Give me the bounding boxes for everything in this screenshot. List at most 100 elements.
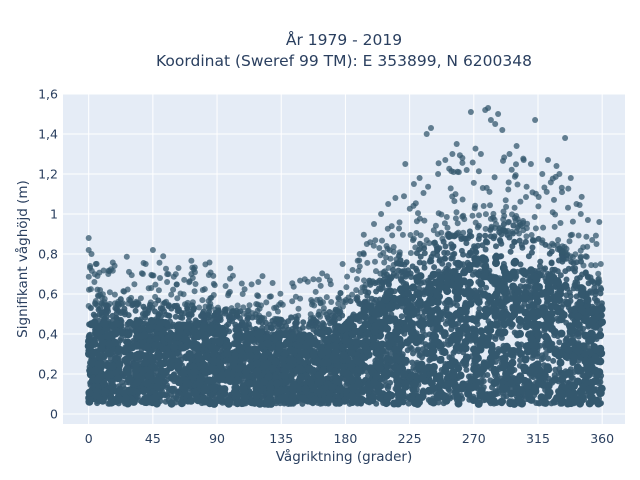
data-point — [396, 219, 403, 226]
data-point — [507, 347, 515, 356]
data-point — [352, 356, 361, 365]
data-point — [454, 399, 463, 408]
data-point — [192, 341, 201, 349]
data-point — [174, 378, 183, 386]
data-point — [91, 366, 99, 375]
data-point — [371, 322, 380, 331]
data-point — [433, 298, 442, 307]
data-point — [385, 316, 394, 325]
data-point — [275, 345, 284, 353]
data-point — [491, 274, 500, 283]
data-point — [522, 238, 529, 245]
data-point — [427, 313, 436, 322]
data-point — [182, 378, 191, 387]
data-point — [453, 392, 462, 401]
data-point — [352, 338, 361, 347]
data-point — [506, 399, 515, 408]
data-point — [374, 387, 383, 396]
data-point — [241, 323, 248, 329]
data-point — [120, 347, 129, 356]
data-point — [395, 267, 402, 274]
data-point — [372, 237, 379, 244]
data-point — [523, 381, 532, 390]
data-point — [441, 367, 450, 375]
data-point — [541, 184, 548, 191]
data-point — [598, 318, 606, 327]
data-point — [501, 284, 510, 293]
data-point — [557, 272, 564, 279]
data-point — [556, 358, 565, 367]
data-point — [529, 347, 538, 356]
data-point — [273, 379, 282, 388]
data-point — [125, 386, 134, 395]
data-point — [460, 229, 467, 236]
data-point — [200, 397, 209, 406]
data-point — [401, 261, 408, 268]
data-point — [408, 293, 417, 302]
data-point — [429, 368, 438, 377]
data-point — [520, 227, 527, 234]
data-point — [224, 399, 233, 408]
data-point — [442, 255, 449, 262]
data-point — [517, 349, 525, 358]
data-point — [436, 309, 445, 318]
data-point — [521, 269, 529, 278]
data-point — [448, 320, 456, 328]
data-point — [501, 268, 509, 276]
data-point — [453, 336, 462, 345]
data-point — [332, 377, 341, 386]
data-point — [492, 253, 501, 262]
data-point — [314, 378, 323, 387]
data-point — [439, 260, 446, 267]
data-point — [115, 395, 124, 404]
data-point — [348, 391, 356, 400]
data-point — [456, 306, 465, 315]
data-point — [465, 265, 474, 274]
data-point — [479, 242, 486, 249]
data-point — [482, 246, 489, 253]
data-point — [576, 274, 583, 281]
data-point — [428, 253, 435, 260]
data-point — [143, 379, 152, 388]
data-point — [563, 292, 570, 299]
data-point — [199, 360, 208, 369]
data-point — [542, 288, 551, 297]
data-point — [311, 322, 318, 329]
data-point — [497, 238, 504, 245]
data-point — [164, 334, 173, 343]
data-point — [300, 319, 307, 326]
data-point — [240, 387, 249, 396]
data-point — [409, 359, 416, 366]
data-point — [467, 249, 474, 256]
data-point — [316, 387, 324, 396]
data-point — [538, 356, 545, 363]
data-point — [551, 375, 560, 384]
data-point — [378, 347, 387, 356]
data-point — [315, 276, 322, 283]
data-point — [444, 296, 453, 305]
data-point — [442, 320, 449, 327]
data-point — [234, 302, 241, 309]
data-point — [548, 248, 555, 255]
data-point — [555, 257, 562, 264]
data-point — [331, 367, 340, 376]
data-point — [358, 386, 367, 395]
data-point — [535, 194, 542, 200]
data-point — [190, 368, 199, 376]
data-point — [144, 371, 153, 380]
data-point — [454, 302, 460, 309]
data-point — [467, 376, 476, 385]
data-point — [545, 355, 552, 362]
data-point — [194, 351, 203, 360]
data-point — [507, 379, 516, 388]
data-point — [376, 393, 385, 402]
data-point — [157, 366, 166, 375]
data-point — [543, 363, 552, 372]
data-point — [342, 369, 351, 378]
data-point — [592, 306, 601, 315]
data-point — [325, 343, 333, 352]
data-point — [164, 349, 172, 358]
data-point — [268, 364, 277, 373]
data-point — [353, 313, 362, 322]
data-point — [591, 322, 600, 331]
